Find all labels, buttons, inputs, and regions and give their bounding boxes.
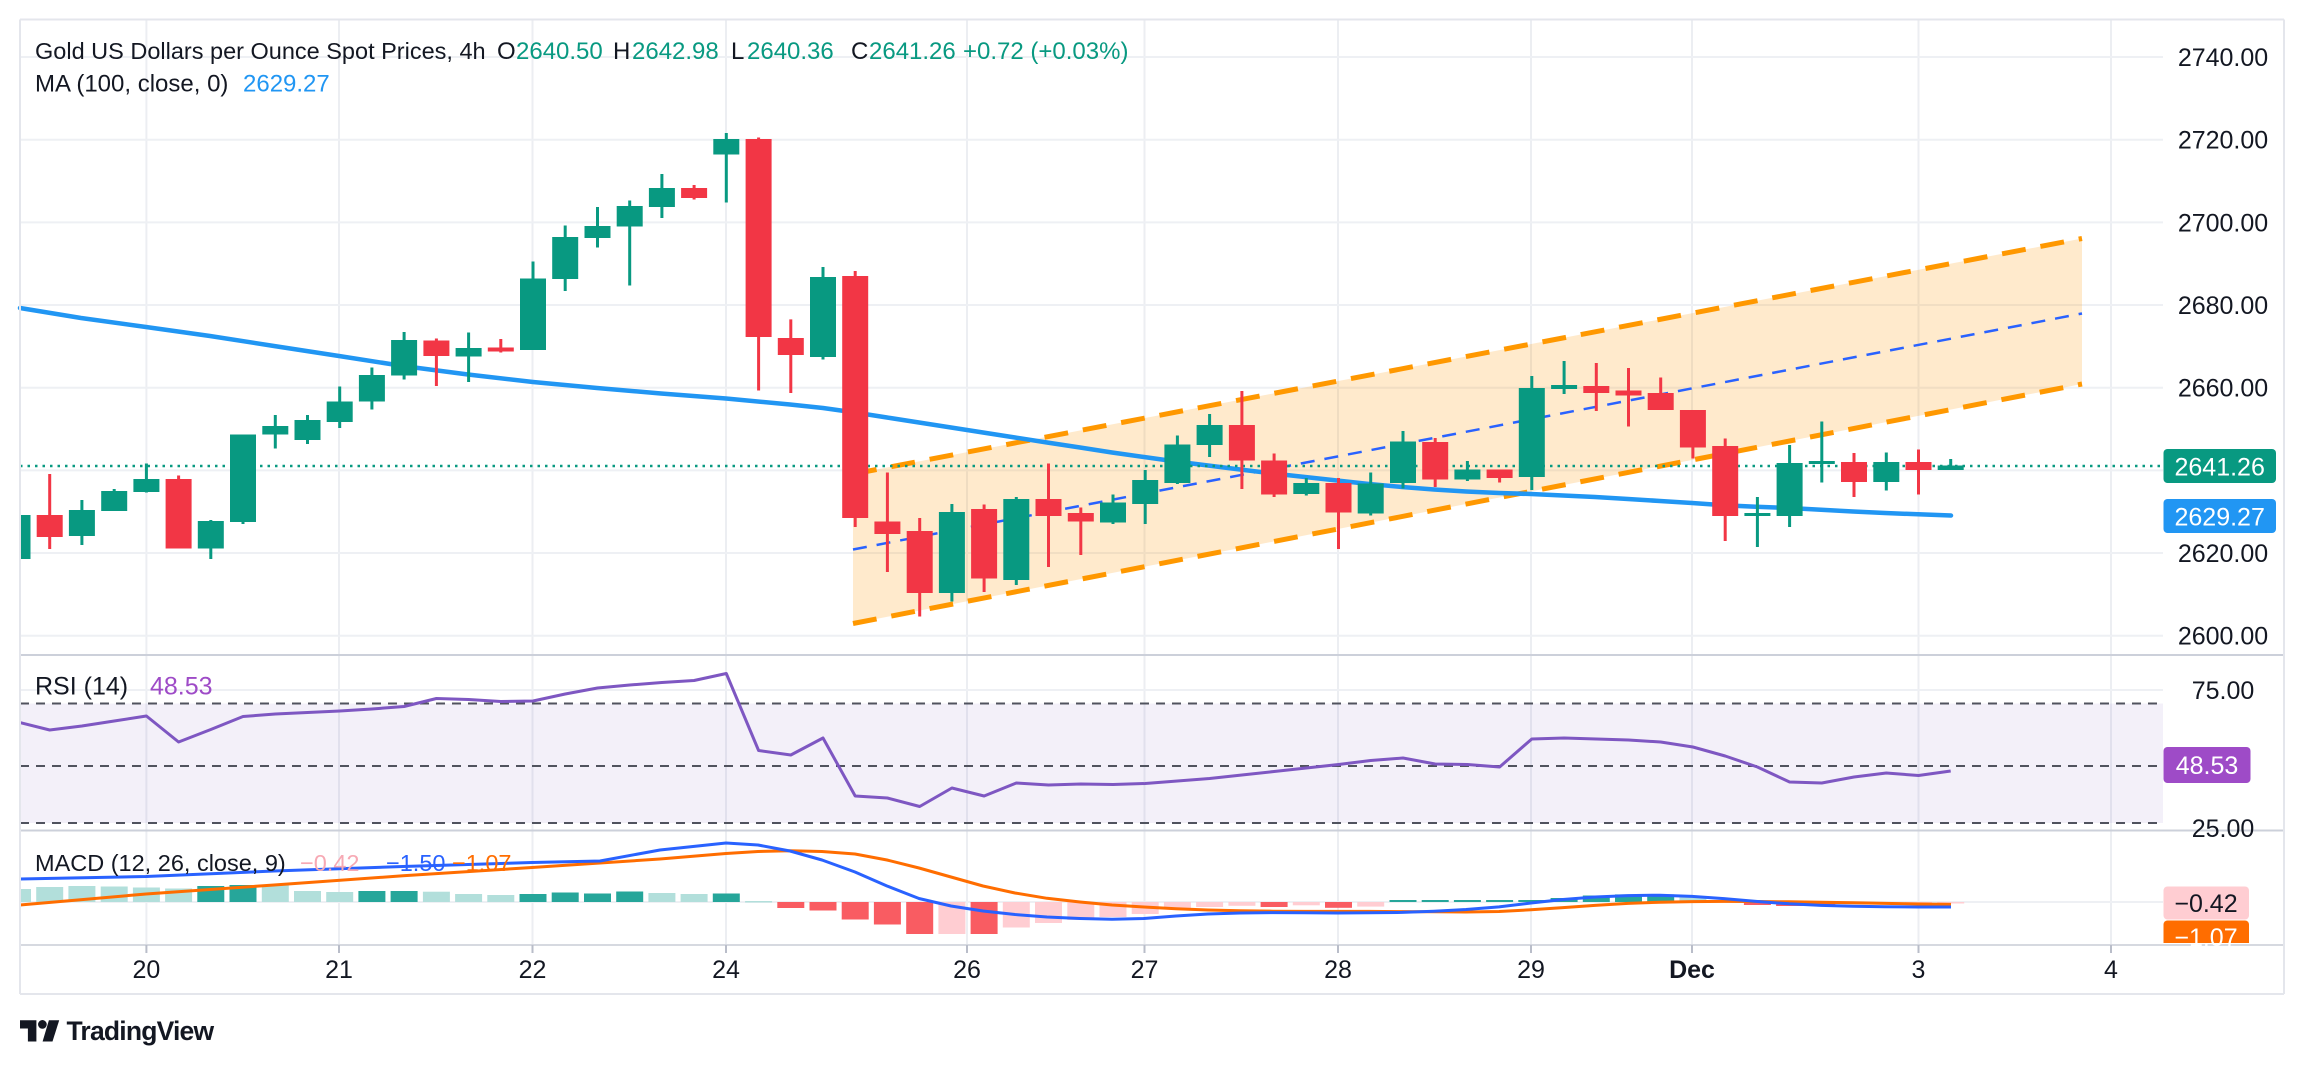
svg-text:26: 26 <box>953 956 981 984</box>
svg-text:2640.36: 2640.36 <box>747 38 834 65</box>
svg-text:2660.00: 2660.00 <box>2178 375 2268 403</box>
svg-text:−0.42: −0.42 <box>300 850 359 876</box>
svg-text:H: H <box>613 38 630 65</box>
svg-text:2641.26: 2641.26 <box>869 38 956 65</box>
svg-text:2720.00: 2720.00 <box>2178 127 2268 155</box>
svg-text:C: C <box>851 38 868 65</box>
svg-text:25.00: 25.00 <box>2192 815 2255 843</box>
svg-text:−0.42: −0.42 <box>2174 890 2237 918</box>
svg-text:2680.00: 2680.00 <box>2178 292 2268 320</box>
svg-text:3: 3 <box>1912 956 1926 984</box>
svg-text:RSI (14): RSI (14) <box>35 673 128 701</box>
svg-text:Gold US Dollars per Ounce Spot: Gold US Dollars per Ounce Spot Prices, 4… <box>35 38 486 64</box>
svg-text:TradingView: TradingView <box>67 1016 215 1046</box>
svg-text:75.00: 75.00 <box>2192 677 2255 705</box>
svg-text:2740.00: 2740.00 <box>2178 44 2268 72</box>
svg-text:−1.07: −1.07 <box>2174 924 2237 952</box>
svg-text:−1.07: −1.07 <box>452 850 511 876</box>
svg-text:O: O <box>497 38 516 65</box>
svg-text:24: 24 <box>712 956 740 984</box>
svg-text:2600.00: 2600.00 <box>2178 623 2268 651</box>
svg-text:2629.27: 2629.27 <box>2175 504 2265 532</box>
svg-text:48.53: 48.53 <box>2176 752 2239 780</box>
svg-text:2642.98: 2642.98 <box>632 38 719 65</box>
svg-text:2640.50: 2640.50 <box>516 38 603 65</box>
svg-text:20: 20 <box>132 956 160 984</box>
svg-text:48.53: 48.53 <box>150 673 213 701</box>
svg-text:2620.00: 2620.00 <box>2178 540 2268 568</box>
svg-text:22: 22 <box>519 956 547 984</box>
svg-text:MACD (12, 26, close, 9): MACD (12, 26, close, 9) <box>35 850 286 876</box>
svg-text:29: 29 <box>1517 956 1545 984</box>
svg-text:2700.00: 2700.00 <box>2178 209 2268 237</box>
svg-text:2629.27: 2629.27 <box>243 71 330 98</box>
svg-text:−1.50: −1.50 <box>386 850 445 876</box>
svg-text:L: L <box>731 38 744 65</box>
svg-text:MA (100, close, 0): MA (100, close, 0) <box>35 71 228 98</box>
svg-text:2641.26: 2641.26 <box>2175 454 2265 482</box>
svg-text:+0.72 (+0.03%): +0.72 (+0.03%) <box>963 38 1128 65</box>
svg-text:Dec: Dec <box>1669 956 1715 984</box>
svg-text:21: 21 <box>325 956 353 984</box>
svg-text:4: 4 <box>2104 956 2118 984</box>
svg-text:27: 27 <box>1131 956 1159 984</box>
svg-text:28: 28 <box>1324 956 1352 984</box>
